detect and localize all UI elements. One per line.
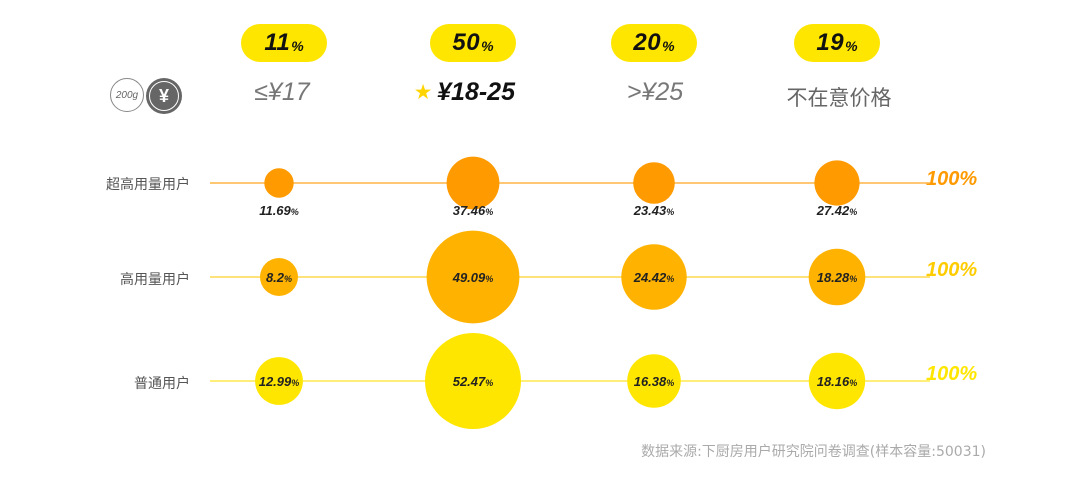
bubble-label-unit: %	[849, 274, 857, 284]
bubble-label: 27.42%	[816, 203, 858, 218]
bubble-label: 18.28%	[817, 270, 858, 285]
price-label-text: ¥18-25	[437, 78, 515, 106]
price-label-1: ≤¥17	[254, 78, 310, 106]
bubble-label: 24.42%	[633, 270, 675, 285]
share-unit: %	[662, 38, 675, 54]
share-value: 19	[816, 29, 845, 56]
bubble-label-unit: %	[849, 207, 857, 217]
bubble-label: 12.99%	[259, 374, 300, 389]
bubble-label: 52.47%	[453, 374, 494, 389]
share-value: 50	[452, 29, 481, 56]
bubble	[255, 357, 303, 405]
bubble	[425, 333, 521, 429]
bubble-label-unit: %	[849, 378, 857, 388]
share-pill-2: 50%	[430, 24, 516, 62]
share-value: 11	[264, 29, 291, 56]
bubble-label-unit: %	[485, 274, 493, 284]
bubble-label: 16.38%	[634, 374, 675, 389]
bubble-label: 37.46%	[453, 203, 494, 218]
bubble-label-unit: %	[666, 378, 674, 388]
row-total-high: 100%	[926, 259, 978, 281]
bubble	[808, 352, 866, 410]
share-unit: %	[481, 38, 494, 54]
currency-icon: ¥	[146, 78, 182, 114]
bubble-label: 23.43%	[633, 203, 675, 218]
row-label-super-high: 超高用量用户	[106, 177, 190, 193]
row-total-normal: 100%	[926, 363, 978, 385]
bubble	[621, 244, 687, 310]
bubble-label-unit: %	[284, 274, 292, 284]
unit-icons: 200g ¥	[108, 76, 188, 116]
bubble-label: 49.09%	[452, 270, 494, 285]
share-pill-4: 19%	[794, 24, 880, 62]
bubble-label: 18.16%	[817, 374, 858, 389]
bubble-label-unit: %	[666, 274, 674, 284]
weight-icon: 200g	[110, 78, 144, 112]
bubble-label-unit: %	[291, 378, 299, 388]
price-label-2: ★ ¥18-25	[375, 78, 555, 107]
row-total-super-high: 100%	[926, 168, 978, 190]
share-pill-1: 11%	[241, 24, 327, 62]
star-icon: ★	[415, 82, 432, 102]
share-value: 20	[633, 29, 662, 56]
bubble-label: 11.69%	[259, 203, 299, 218]
bubble	[808, 248, 866, 306]
bubble	[814, 160, 860, 206]
bubble	[627, 354, 681, 408]
bubble-label-unit: %	[485, 378, 493, 388]
price-label-4: 不在意价格	[786, 86, 892, 110]
bubble	[260, 258, 298, 296]
share-unit: %	[845, 38, 858, 54]
share-unit: %	[291, 38, 304, 54]
source-note: 数据来源:下厨房用户研究院问卷调查(样本容量:50031)	[641, 444, 986, 460]
bubble-label: 8.2%	[266, 270, 292, 285]
bubble-label-unit: %	[666, 207, 674, 217]
bubble	[446, 156, 500, 210]
bubble	[426, 230, 520, 324]
bubble-label-unit: %	[291, 207, 299, 217]
share-pill-3: 20%	[611, 24, 697, 62]
bubble	[633, 162, 675, 204]
bubble-label-unit: %	[485, 207, 493, 217]
price-label-3: >¥25	[626, 78, 684, 106]
bubble	[264, 168, 294, 198]
row-label-normal: 普通用户	[134, 376, 190, 392]
row-label-high: 高用量用户	[120, 272, 190, 288]
